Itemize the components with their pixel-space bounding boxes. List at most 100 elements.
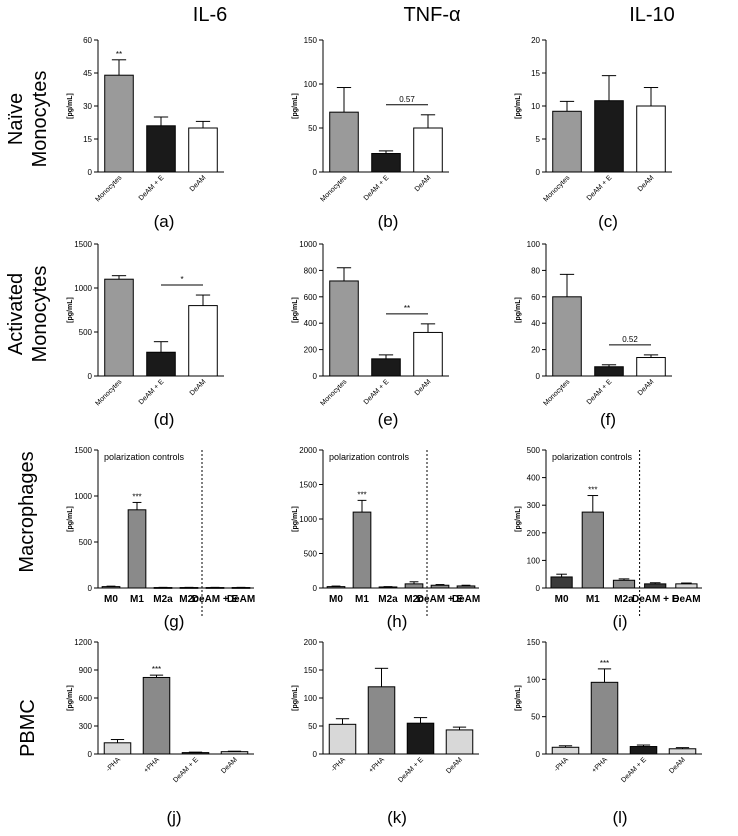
y-tick-label: 0 xyxy=(88,372,93,381)
chart-panel-k: 0 50 100 150 200 [pg/mL] -PHA +PHA DeAM + E DeAM xyxy=(292,638,479,784)
y-tick-label: 45 xyxy=(83,69,92,78)
x-tick-label: DeAM xyxy=(414,378,433,397)
y-tick-label: 0 xyxy=(536,372,541,381)
x-tick-label: M2c xyxy=(404,594,424,605)
bar xyxy=(594,100,624,173)
chart-panel-l: 0 50 100 150 [pg/mL] -PHA +PHA DeAM + E DeAM *** xyxy=(515,638,702,784)
chart-panel-a: 0 15 30 45 60 [pg/mL] Monocytes DeAM + E DeAM ** xyxy=(67,36,224,203)
y-tick-label: 400 xyxy=(304,319,318,328)
y-tick-label: 0 xyxy=(313,168,318,177)
y-tick-label: 300 xyxy=(527,501,541,510)
y-tick-label: 0 xyxy=(536,750,541,759)
y-tick-label: 60 xyxy=(531,293,540,302)
significance-mark: *** xyxy=(600,659,609,668)
x-tick-label: DeAM + E xyxy=(586,174,614,202)
x-tick-label: DeAM + E xyxy=(397,756,425,784)
column-title-il10: IL-10 xyxy=(629,4,675,26)
significance-mark: *** xyxy=(588,486,597,495)
y-axis-label: [pg/mL] xyxy=(292,685,299,711)
bar xyxy=(668,748,697,755)
significance-mark: *** xyxy=(132,492,141,501)
x-tick-label: Monocytes xyxy=(95,378,124,407)
y-tick-label: 150 xyxy=(527,638,541,647)
y-tick-label: 2000 xyxy=(299,446,317,455)
y-tick-label: 1000 xyxy=(299,240,317,249)
x-tick-label: DeAM xyxy=(220,756,239,775)
caption-l: (l) xyxy=(612,808,628,827)
polarization-controls-label: polarization controls xyxy=(329,452,410,462)
x-tick-label: M0 xyxy=(329,594,343,605)
bar xyxy=(404,583,424,589)
bar xyxy=(675,583,698,589)
caption-e: (e) xyxy=(377,410,399,429)
row-label-pbmc: PBMC xyxy=(16,668,40,788)
bar xyxy=(550,576,573,589)
column-title-il6: IL-6 xyxy=(192,4,228,26)
caption-i: (i) xyxy=(612,612,628,631)
y-tick-label: 200 xyxy=(527,529,541,538)
chart-panel-b: 0 50 100 150 [pg/mL] Monocytes DeAM + E DeAM 0.5… xyxy=(292,36,449,203)
y-tick-label: 0 xyxy=(313,750,318,759)
bar xyxy=(644,583,667,589)
x-tick-label: DeAM xyxy=(189,174,208,193)
comparison-label: ** xyxy=(404,304,410,313)
caption-a: (a) xyxy=(153,212,175,231)
x-tick-label: +PHA xyxy=(591,756,609,774)
caption-k: (k) xyxy=(387,808,407,827)
y-tick-label: 15 xyxy=(531,69,540,78)
bar xyxy=(329,111,359,173)
bar xyxy=(146,125,176,173)
y-tick-label: 1500 xyxy=(74,240,92,249)
y-tick-label: 50 xyxy=(308,124,317,133)
y-tick-label: 20 xyxy=(531,36,540,45)
y-axis-label: [pg/mL] xyxy=(67,506,74,532)
y-tick-label: 0 xyxy=(88,584,93,593)
x-tick-label: Monocytes xyxy=(320,174,349,203)
bar xyxy=(101,586,121,589)
x-tick-label: M0 xyxy=(555,594,569,605)
y-tick-label: 300 xyxy=(79,722,93,731)
bar xyxy=(188,127,218,173)
bar xyxy=(329,280,359,377)
y-axis-label: [pg/mL] xyxy=(67,685,74,711)
bar xyxy=(352,511,372,589)
y-tick-label: 150 xyxy=(304,666,318,675)
caption-d: (d) xyxy=(153,410,175,429)
x-tick-label: DeAM + E xyxy=(363,378,391,406)
caption-f: (f) xyxy=(599,410,617,429)
x-tick-label: DeAM + E xyxy=(632,594,679,605)
y-tick-label: 1500 xyxy=(299,481,317,490)
bar xyxy=(142,676,171,755)
y-axis-label: [pg/mL] xyxy=(67,297,74,323)
x-tick-label: Monocytes xyxy=(543,378,572,407)
bar xyxy=(181,752,210,755)
y-tick-label: 80 xyxy=(531,266,540,275)
caption-j: (j) xyxy=(166,808,182,827)
y-axis-label: [pg/mL] xyxy=(292,93,299,119)
y-tick-label: 10 xyxy=(531,102,540,111)
y-tick-label: 500 xyxy=(527,446,541,455)
x-tick-label: DeAM + E xyxy=(172,756,200,784)
y-tick-label: 100 xyxy=(527,675,541,684)
x-tick-label: DeAM + E xyxy=(620,756,648,784)
bar xyxy=(590,681,619,755)
bar xyxy=(328,723,357,755)
y-tick-label: 1000 xyxy=(299,515,317,524)
polarization-controls-label: polarization controls xyxy=(104,452,185,462)
x-tick-label: M1 xyxy=(586,594,600,605)
y-tick-label: 0 xyxy=(313,584,318,593)
y-tick-label: 60 xyxy=(83,36,92,45)
chart-panel-c: 0 5 10 15 20 [pg/mL] Monocytes DeAM + E DeAM xyxy=(515,36,672,203)
x-tick-label: DeAM + E xyxy=(586,378,614,406)
x-tick-label: DeAM xyxy=(668,756,687,775)
chart-panel-e: 0 200 400 600 800 1000 [pg/mL] Monocytes DeAM + … xyxy=(292,240,449,407)
x-tick-label: Monocytes xyxy=(320,378,349,407)
row-label-line: Naïve xyxy=(5,92,27,146)
x-tick-label: M2a xyxy=(614,594,634,605)
y-tick-label: 50 xyxy=(308,722,317,731)
comparison-label: 0.52 xyxy=(622,335,638,344)
x-tick-label: M2a xyxy=(378,594,398,605)
x-tick-label: DeAM xyxy=(672,594,700,605)
row-label-naive-monocytes: Naïve Monocytes xyxy=(4,59,52,179)
